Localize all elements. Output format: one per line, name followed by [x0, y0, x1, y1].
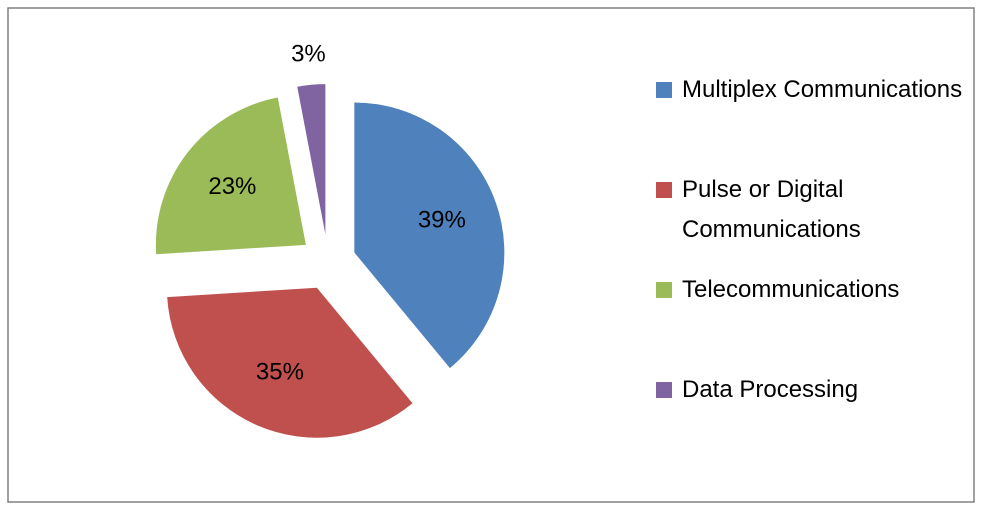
data-label: 23% — [208, 173, 256, 200]
data-label: 39% — [418, 206, 466, 233]
legend-swatch — [656, 82, 672, 98]
legend-swatch — [656, 182, 672, 198]
pie-slice — [155, 97, 306, 255]
data-label: 3% — [291, 40, 326, 67]
pie-slice — [297, 84, 326, 235]
legend-label: Data Processing — [682, 376, 859, 403]
chart-frame — [7, 7, 975, 503]
legend-label: Pulse or Digital Communications — [682, 176, 861, 243]
legend-swatch — [656, 282, 672, 298]
pie-slice — [354, 102, 505, 369]
legend-swatch — [656, 382, 672, 398]
legend-label: Telecommunications — [682, 276, 900, 303]
pie-slice — [167, 287, 413, 438]
data-label: 35% — [256, 358, 304, 385]
legend-label: Multiplex Communications — [682, 76, 963, 103]
